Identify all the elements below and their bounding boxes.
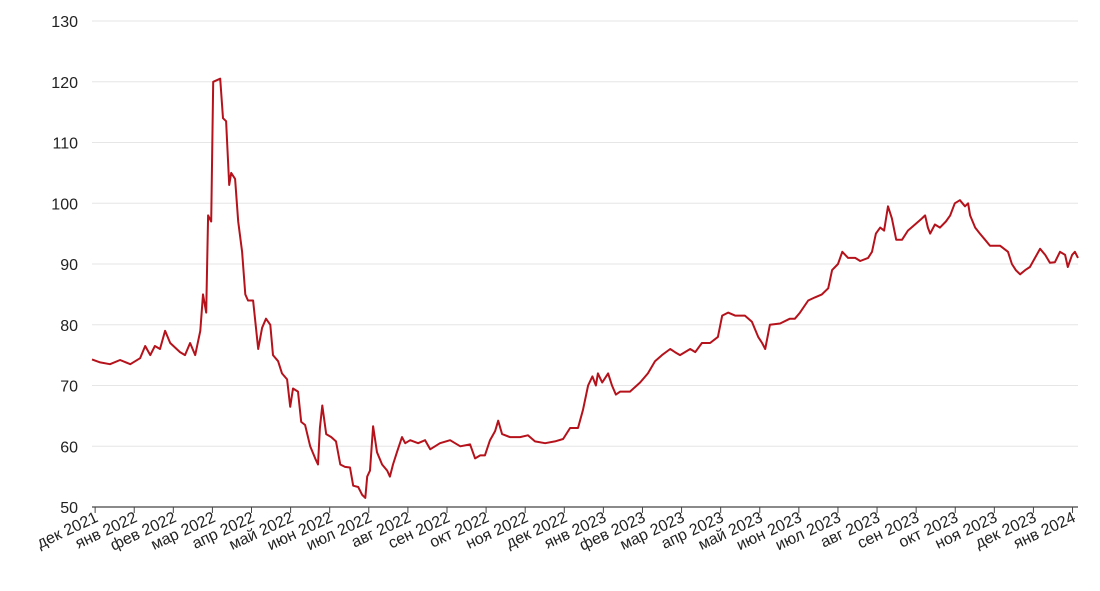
y-tick-label: 60	[60, 439, 78, 456]
y-tick-label: 110	[52, 136, 78, 153]
y-tick-label: 80	[60, 318, 78, 335]
y-tick-label: 50	[60, 500, 78, 517]
y-tick-label: 90	[60, 257, 78, 274]
y-tick-label: 130	[51, 14, 78, 31]
y-tick-label: 70	[60, 379, 78, 396]
y-tick-label: 120	[51, 75, 78, 92]
line	[91, 77, 1079, 499]
y-tick-label: 100	[51, 196, 78, 213]
